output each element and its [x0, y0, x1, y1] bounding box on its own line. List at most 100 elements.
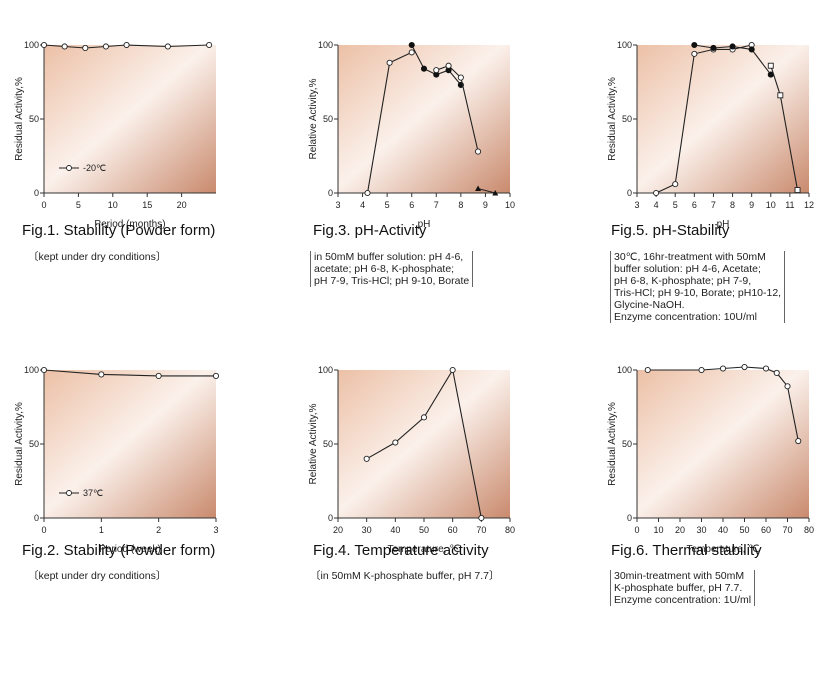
caption-line: pH 6-8, K-phosphate; pH 7-9, — [614, 275, 752, 287]
data-point — [40, 41, 48, 49]
x-tick-label: 3 — [634, 200, 639, 210]
data-point — [698, 366, 705, 374]
x-tick-label: 7 — [434, 200, 439, 210]
y-tick-label: 50 — [323, 439, 333, 449]
x-axis-label: Period (months) — [94, 219, 165, 230]
data-point — [773, 369, 780, 377]
data-point — [784, 383, 791, 390]
caption-line: 〔in 50mM K-phosphate buffer, pH 7.7〕 — [310, 570, 500, 582]
figure-caption: in 50mM buffer solution: pH 4-6, acetate;… — [310, 251, 474, 287]
x-tick-label: 10 — [505, 200, 515, 210]
legend-label: -20℃ — [83, 163, 106, 173]
y-tick-label: 50 — [29, 439, 39, 449]
y-tick-label: 100 — [617, 40, 632, 50]
data-point — [644, 366, 651, 374]
y-tick-label: 100 — [24, 40, 39, 50]
data-point — [492, 190, 499, 196]
caption-line: Enzyme concentration: 10U/ml — [614, 311, 757, 323]
x-tick-label: 30 — [362, 525, 372, 535]
x-tick-label: 10 — [766, 200, 776, 210]
figure-caption: 30℃, 16hr-treatment with 50mM buffer solu… — [610, 251, 786, 323]
x-tick-label: 1 — [99, 525, 104, 535]
legend-label: 37℃ — [83, 488, 103, 498]
data-point — [777, 92, 784, 99]
data-point — [82, 44, 89, 52]
figure-title: Fig.6. Thermal stability — [611, 542, 762, 559]
x-axis-label: Temperature, ℃ — [388, 544, 461, 555]
figure-caption: 〔kept under dry conditions〕 — [28, 251, 166, 263]
data-point — [672, 181, 679, 188]
plot-area — [637, 370, 809, 518]
x-tick-label: 7 — [711, 200, 716, 210]
data-point — [420, 65, 428, 72]
x-tick-label: 15 — [142, 200, 152, 210]
x-tick-label: 8 — [458, 200, 463, 210]
series-line — [655, 44, 752, 194]
figure-title: Fig.1. Stability (Powder form) — [22, 222, 216, 239]
caption-line: pH 7-9, Tris-HCl; pH 9-10, Borate — [314, 275, 470, 287]
data-point — [748, 46, 755, 53]
series-line — [43, 369, 216, 377]
x-tick-label: 20 — [675, 525, 685, 535]
x-tick-label: 9 — [749, 200, 754, 210]
x-tick-label: 12 — [804, 200, 814, 210]
y-tick-label: 100 — [617, 365, 632, 375]
caption-line: in 50mM buffer solution: pH 4-6, — [314, 251, 464, 263]
plot-area — [338, 370, 510, 518]
x-axis-label: Temperature, ℃ — [687, 544, 760, 555]
x-axis-label: pH — [418, 219, 431, 230]
figure-title: Fig.4. Temperature activity — [313, 542, 489, 559]
series-line — [477, 188, 496, 194]
data-point — [408, 49, 415, 56]
data-point — [363, 455, 370, 462]
y-tick-label: 0 — [34, 188, 39, 198]
caption-line: acetate; pH 6-8, K-phosphate; — [314, 263, 455, 275]
data-point — [98, 371, 105, 378]
y-tick-label: 50 — [622, 439, 632, 449]
data-point — [155, 372, 162, 379]
data-point — [475, 148, 482, 155]
x-tick-label: 50 — [419, 525, 429, 535]
y-axis-label: Residual Activity,% — [607, 77, 618, 161]
y-axis-label: Relative Activity,% — [308, 78, 319, 159]
data-point — [457, 74, 464, 81]
caption-line: buffer solution: pH 4-6, Acetate; — [614, 263, 761, 275]
data-point — [212, 372, 220, 379]
x-tick-label: 3 — [213, 525, 218, 535]
data-point — [420, 414, 428, 421]
x-tick-label: 30 — [696, 525, 706, 535]
data-point — [762, 365, 770, 372]
data-point — [408, 41, 415, 49]
plot-area — [637, 45, 809, 193]
chart-fig6: 0 10 20 30 40 50 60 70 80 0 50 100 Temperature, ℃ Res… — [607, 363, 814, 555]
x-tick-label: 5 — [385, 200, 390, 210]
data-point — [795, 437, 802, 445]
data-point — [478, 514, 485, 522]
x-tick-label: 0 — [41, 525, 46, 535]
figure-title: Fig.5. pH-Stability — [611, 222, 730, 239]
y-tick-label: 0 — [328, 513, 333, 523]
x-tick-label: 10 — [108, 200, 118, 210]
figure-caption: 〔kept under dry conditions〕 — [28, 570, 166, 582]
series-line — [436, 65, 479, 152]
y-tick-label: 50 — [622, 114, 632, 124]
x-axis-label: pH — [717, 219, 730, 230]
data-point — [61, 43, 68, 50]
chart-fig4: 20 30 40 50 60 70 80 0 50 100 Temperature, ℃ Relati… — [308, 365, 515, 555]
chart-fig1: 0 5 10 15 20 0 50 100 Period (months) Residual Ac… — [14, 40, 216, 230]
data-point — [164, 43, 171, 50]
x-tick-label: 4 — [654, 200, 659, 210]
y-tick-label: 100 — [318, 40, 333, 50]
data-point — [794, 187, 801, 193]
data-point — [719, 365, 727, 372]
y-tick-label: 0 — [34, 513, 39, 523]
data-point — [729, 43, 736, 50]
chart-fig2: 0 1 2 3 0 50 100 Period (week) Residual Activity… — [14, 365, 220, 555]
x-tick-label: 20 — [177, 200, 187, 210]
data-point — [445, 62, 452, 69]
caption-line: Glycine-NaOH. — [614, 299, 685, 311]
x-tick-label: 60 — [761, 525, 771, 535]
caption-line: 30min-treatment with 50mM — [614, 570, 745, 582]
data-point — [710, 44, 717, 52]
figure-title: Fig.3. pH-Activity — [313, 222, 427, 239]
